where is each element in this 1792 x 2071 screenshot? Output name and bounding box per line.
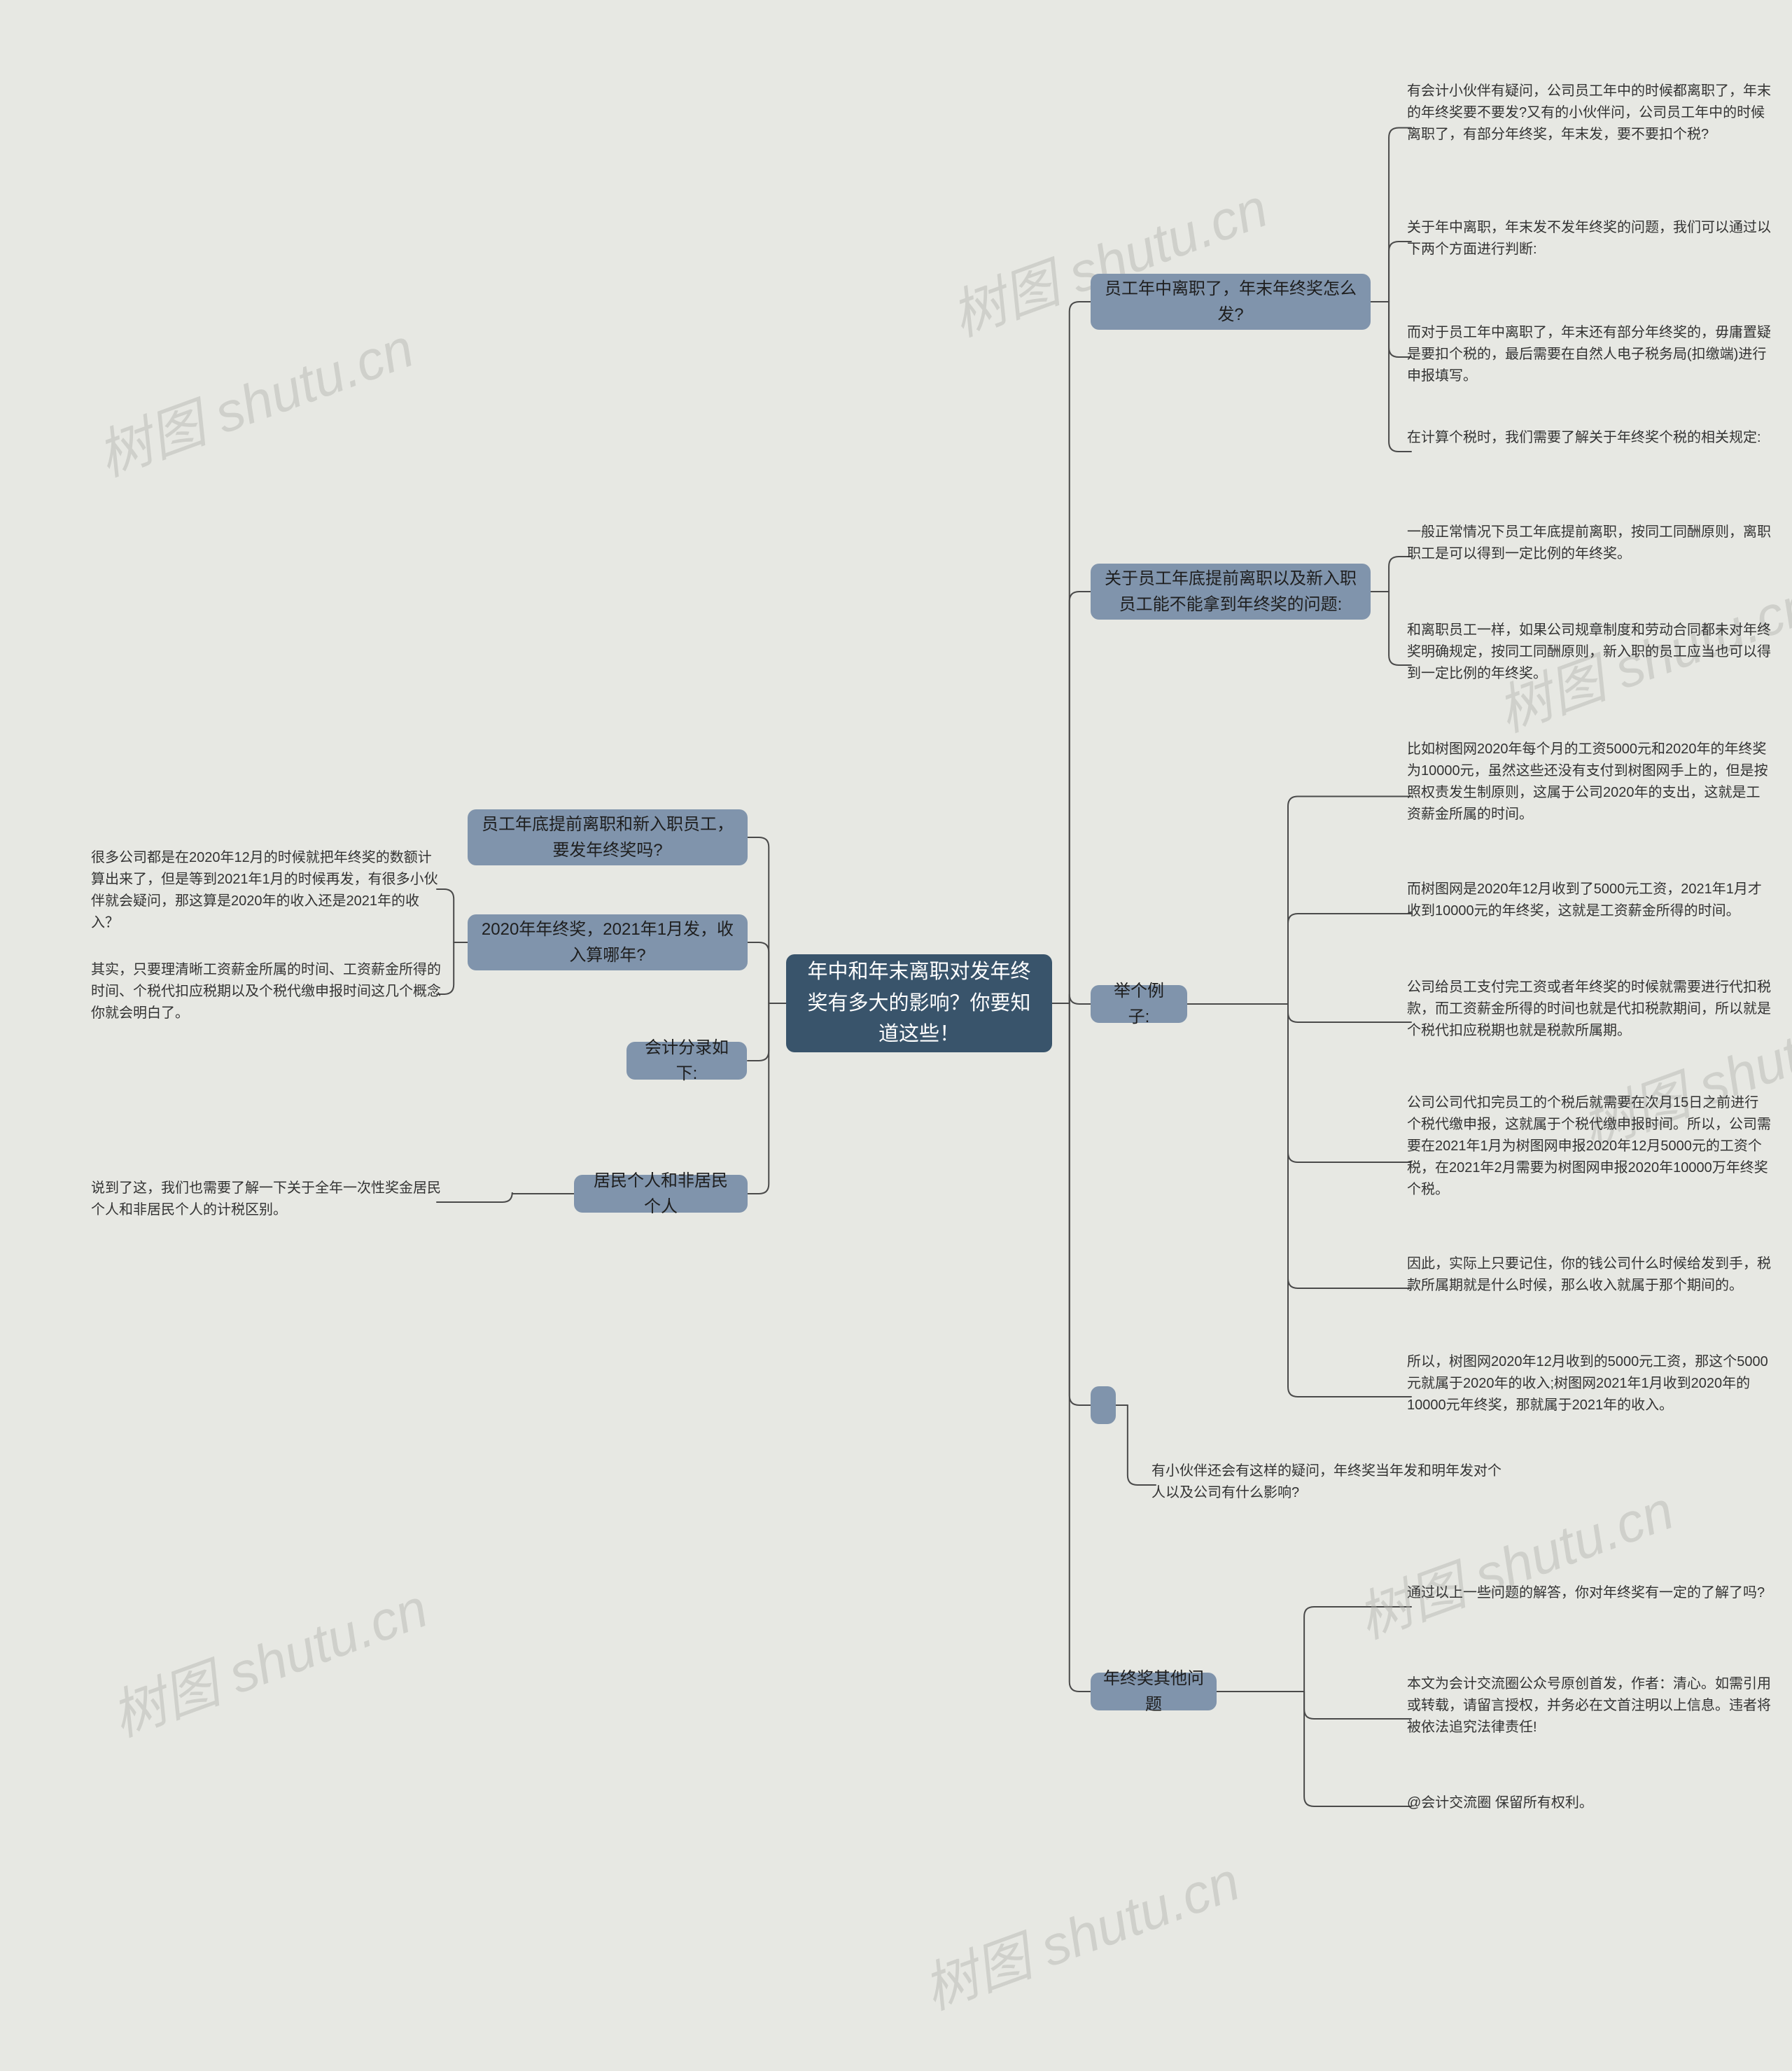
right-branch-0: 员工年中离职了，年末年终奖怎么发? [1091,274,1371,330]
watermark: 树图 shutu.cn [911,1838,1249,2025]
right-leaf-15: @会计交流圈 保留所有权利。 [1407,1792,1771,1814]
right-leaf-7: 而树图网是2020年12月收到了5000元工资，2021年1月才收到10000元… [1407,879,1771,922]
right-leaf-5: 和离职员工一样，如果公司规章制度和劳动合同都未对年终奖明确规定，按同工同酬原则，… [1407,620,1771,685]
right-leaf-8: 公司给员工支付完工资或者年终奖的时候就需要进行代扣税款，而工资薪金所得的时间也就… [1407,977,1771,1042]
left-leaf-0: 很多公司都是在2020年12月的时候就把年终奖的数额计算出来了，但是等到2021… [91,847,441,934]
left-branch-2: 会计分录如下: [626,1042,747,1080]
left-branch-0: 员工年底提前离职和新入职员工，要发年终奖吗? [468,809,748,865]
right-leaf-11: 所以，树图网2020年12月收到的5000元工资，那这个5000元就属于2020… [1407,1351,1771,1416]
watermark: 树图 shutu.cn [85,305,423,491]
right-leaf-0: 有会计小伙伴有疑问，公司员工年中的时候都离职了，年末的年终奖要不要发?又有的小伙… [1407,81,1771,146]
right-leaf-6: 比如树图网2020年每个月的工资5000元和2020年的年终奖为10000元，虽… [1407,739,1771,825]
left-branch-3: 居民个人和非居民个人 [574,1175,748,1213]
left-leaf-1: 其实，只要理清晰工资薪金所属的时间、工资薪金所得的时间、个税代扣应税期以及个税代… [91,959,441,1024]
right-branch-1: 关于员工年底提前离职以及新入职员工能不能拿到年终奖的问题: [1091,564,1371,620]
right-leaf-10: 因此，实际上只要记住，你的钱公司什么时候给发到手，税款所属期就是什么时候，那么收… [1407,1253,1771,1297]
right-branch-2: 举个例子: [1091,985,1187,1023]
right-leaf-1: 关于年中离职，年末发不发年终奖的问题，我们可以通过以下两个方面进行判断: [1407,217,1771,260]
center-node: 年中和年末离职对发年终奖有多大的影响？你要知道这些！ [786,954,1052,1052]
left-branch-1: 2020年年终奖，2021年1月发，收入算哪年? [468,914,748,970]
right-branch-3 [1091,1386,1116,1424]
right-leaf-13: 通过以上一些问题的解答，你对年终奖有一定的了解了吗? [1407,1582,1771,1604]
watermark: 树图 shutu.cn [99,1565,437,1752]
right-leaf-12: 有小伙伴还会有这样的疑问，年终奖当年发和明年发对个人以及公司有什么影响? [1152,1460,1502,1504]
right-leaf-2: 而对于员工年中离职了，年末还有部分年终奖的，毋庸置疑是要扣个税的，最后需要在自然… [1407,322,1771,387]
right-leaf-14: 本文为会计交流圈公众号原创首发，作者：清心。如需引用或转载，请留言授权，并务必在… [1407,1673,1771,1738]
left-leaf-2: 说到了这，我们也需要了解一下关于全年一次性奖金居民个人和非居民个人的计税区别。 [91,1178,441,1221]
mindmap-canvas: 树图 shutu.cn 树图 shutu.cn 树图 shutu.cn 树图 s… [0,0,1792,2071]
right-branch-4: 年终奖其他问题 [1091,1673,1217,1710]
right-leaf-9: 公司公司代扣完员工的个税后就需要在次月15日之前进行个税代缴申报，这就属于个税代… [1407,1092,1771,1201]
right-leaf-4: 一般正常情况下员工年底提前离职，按同工同酬原则，离职职工是可以得到一定比例的年终… [1407,522,1771,565]
right-leaf-3: 在计算个税时，我们需要了解关于年终奖个税的相关规定: [1407,427,1771,449]
